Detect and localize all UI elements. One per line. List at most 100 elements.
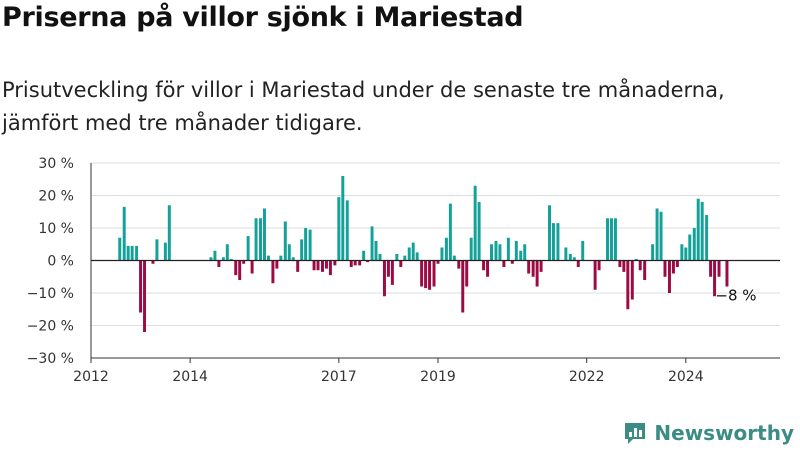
y-tick-label: −10 % xyxy=(27,286,74,302)
bar xyxy=(556,223,560,261)
bar xyxy=(705,215,709,261)
bar xyxy=(395,254,399,261)
bar xyxy=(457,260,461,269)
bar xyxy=(337,197,341,261)
bar xyxy=(461,260,465,313)
bar xyxy=(692,228,696,261)
bar xyxy=(700,202,704,261)
y-tick-label: 20 % xyxy=(38,189,74,205)
bar xyxy=(362,250,366,261)
bar xyxy=(655,208,659,261)
y-tick-label: −30 % xyxy=(27,351,74,367)
bar xyxy=(275,260,279,269)
bar xyxy=(709,260,713,277)
bar xyxy=(296,260,300,272)
x-tick-label: 2019 xyxy=(420,369,456,385)
bar xyxy=(506,237,510,261)
page-title: Priserna på villor sjönk i Mariestad xyxy=(2,2,524,33)
bar xyxy=(126,245,130,261)
y-tick-label: 30 % xyxy=(38,156,74,172)
bar xyxy=(667,260,671,293)
bar xyxy=(333,260,337,266)
y-tick-label: −20 % xyxy=(27,319,74,335)
bar xyxy=(688,234,692,261)
bar xyxy=(279,255,283,261)
bar xyxy=(308,229,312,261)
bar xyxy=(473,185,477,261)
bar xyxy=(167,205,171,261)
bar xyxy=(713,260,717,297)
bar xyxy=(390,260,394,285)
bar xyxy=(382,260,386,297)
bar xyxy=(659,211,663,261)
bar xyxy=(403,255,407,261)
bar xyxy=(399,260,403,267)
bar xyxy=(638,260,642,271)
bar xyxy=(519,250,523,261)
bar xyxy=(498,244,502,261)
bar xyxy=(324,260,328,269)
bar xyxy=(238,260,242,280)
bar xyxy=(486,260,490,277)
bar xyxy=(568,254,572,261)
bar xyxy=(502,260,506,267)
page-subtitle: Prisutveckling för villor i Mariestad un… xyxy=(2,78,725,135)
bar xyxy=(209,257,213,261)
bar xyxy=(304,228,308,261)
bar xyxy=(494,241,498,261)
bar xyxy=(122,206,126,261)
bar xyxy=(250,260,254,274)
bar xyxy=(130,245,134,261)
bar xyxy=(593,260,597,290)
bar xyxy=(630,260,634,300)
bar xyxy=(469,237,473,261)
bar xyxy=(444,237,448,261)
bar xyxy=(717,260,721,277)
bar xyxy=(163,242,167,261)
bar xyxy=(415,252,419,261)
bar xyxy=(370,226,374,261)
bar xyxy=(328,260,332,276)
bar xyxy=(680,244,684,261)
bar xyxy=(242,260,246,264)
bar xyxy=(358,260,362,266)
bar xyxy=(436,260,440,264)
x-tick-label: 2024 xyxy=(668,369,704,385)
bar xyxy=(576,260,580,267)
bar xyxy=(316,260,320,271)
bar xyxy=(349,260,353,267)
bar xyxy=(564,247,568,261)
bar xyxy=(254,218,258,261)
bar xyxy=(452,255,456,261)
bar xyxy=(548,205,551,261)
bar xyxy=(440,247,444,261)
annotation-label: −8 % xyxy=(715,287,756,305)
bar xyxy=(407,247,411,261)
bar xyxy=(266,255,270,261)
bar xyxy=(539,260,543,272)
bar xyxy=(135,245,139,261)
bar xyxy=(300,239,304,261)
bar xyxy=(572,257,576,261)
bar xyxy=(386,260,390,277)
x-tick-label: 2017 xyxy=(321,369,357,385)
bar xyxy=(420,260,424,287)
bar xyxy=(139,260,143,313)
bar xyxy=(531,260,535,277)
bar xyxy=(622,260,626,272)
bar xyxy=(217,260,221,267)
bar xyxy=(263,208,266,261)
bar xyxy=(221,257,225,261)
bar xyxy=(634,258,638,261)
bar xyxy=(465,260,469,287)
bar xyxy=(618,260,622,267)
bar xyxy=(283,221,287,261)
bar xyxy=(523,244,527,261)
bar xyxy=(118,237,122,261)
bar xyxy=(514,241,518,261)
bar xyxy=(151,260,155,264)
bar xyxy=(551,223,555,261)
bar xyxy=(663,260,667,277)
bar xyxy=(490,244,493,261)
